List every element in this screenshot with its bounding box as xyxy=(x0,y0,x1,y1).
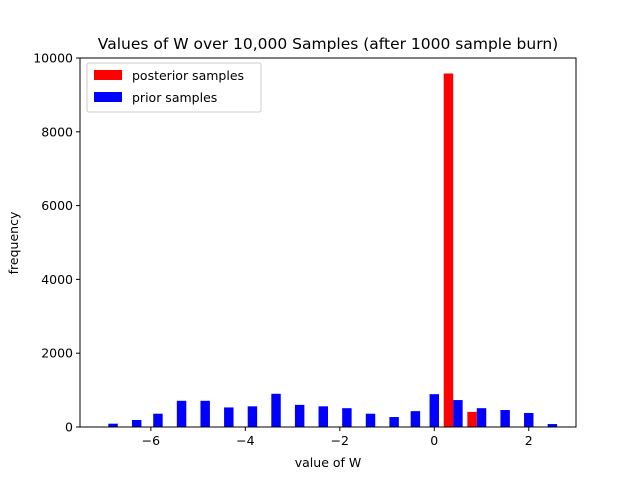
bar-series-1-15 xyxy=(453,400,463,427)
bar-series-1-10 xyxy=(342,408,352,427)
bar-series-1-18 xyxy=(524,412,534,427)
y-tick-label: 10000 xyxy=(33,51,73,66)
bar-series-1-3 xyxy=(176,400,187,427)
y-tick-label: 0 xyxy=(65,420,73,435)
bar-series-1-17 xyxy=(500,410,510,427)
legend: posterior samples prior samples xyxy=(86,62,262,113)
y-tick-label: 6000 xyxy=(41,198,73,213)
bar-series-1-4 xyxy=(200,400,210,427)
y-tick-label: 4000 xyxy=(41,272,73,287)
bar-series-1-5 xyxy=(224,407,234,427)
bar-series-1-16 xyxy=(476,408,487,427)
x-axis-ticks: −6 −4 −2 0 2 xyxy=(142,427,533,448)
bar-series-1-19 xyxy=(547,424,558,427)
x-axis-label: value of W xyxy=(295,455,362,470)
legend-label-posterior: posterior samples xyxy=(132,68,244,83)
bar-series-1-12 xyxy=(389,417,399,427)
bar-series-1-14 xyxy=(429,394,440,427)
bar-series-1-6 xyxy=(247,406,258,427)
x-tick-label: 0 xyxy=(430,433,438,448)
chart-title: Values of W over 10,000 Samples (after 1… xyxy=(98,35,558,53)
bar-series-0-0 xyxy=(443,73,454,427)
legend-swatch-prior xyxy=(94,92,122,102)
x-tick-label: −6 xyxy=(142,433,160,448)
plot-frame xyxy=(79,57,577,428)
bar-series-1-8 xyxy=(294,404,305,427)
bar-series-0-1 xyxy=(467,411,477,427)
x-tick-label: 2 xyxy=(525,433,533,448)
bar-series-1-13 xyxy=(410,411,421,427)
legend-frame xyxy=(86,62,262,113)
bar-series-1-7 xyxy=(271,393,281,427)
legend-label-prior: prior samples xyxy=(132,90,217,105)
x-tick-label: −2 xyxy=(331,433,349,448)
y-tick-label: 2000 xyxy=(41,346,73,361)
x-tick-label: −4 xyxy=(236,433,254,448)
bar-series-1-11 xyxy=(365,413,376,427)
bars-group xyxy=(108,73,558,427)
y-axis-label: frequency xyxy=(6,211,21,274)
bar-series-1-2 xyxy=(153,413,163,427)
y-tick-label: 8000 xyxy=(41,124,73,139)
bar-series-1-0 xyxy=(108,423,118,427)
legend-swatch-posterior xyxy=(94,70,122,80)
y-axis-ticks: 0 2000 4000 6000 8000 10000 xyxy=(33,51,80,435)
bar-series-1-1 xyxy=(131,419,142,427)
bar-series-1-9 xyxy=(318,406,328,427)
